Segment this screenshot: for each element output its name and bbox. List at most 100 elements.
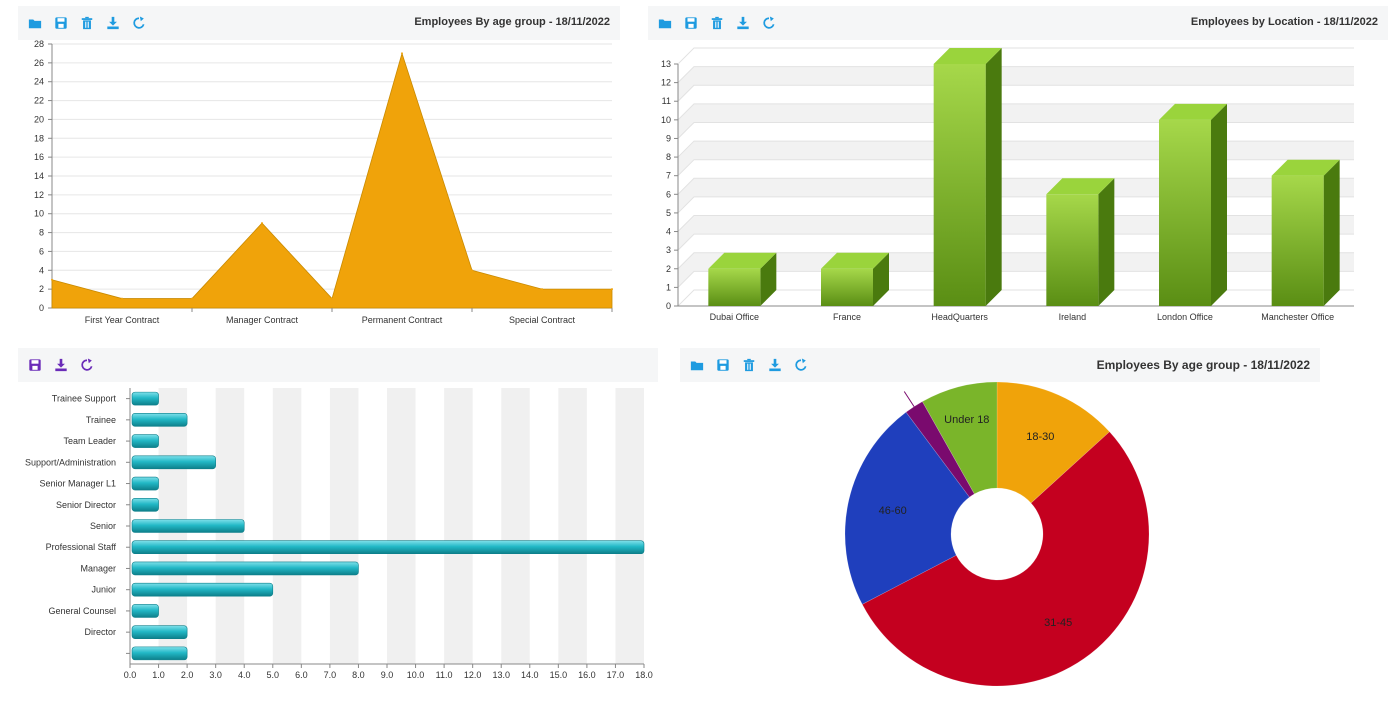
refresh-button[interactable] [130,14,148,32]
location-gridline [677,233,1354,251]
folder-button[interactable] [26,14,44,32]
role-bar [131,604,159,618]
age-donut-toolbar: Employees By age group - 18/11/2022 [680,348,1320,382]
location-bar [933,48,1002,306]
location-grid-band [678,141,1354,176]
location-y-tick-label: 5 [666,208,671,218]
location-chart-toolbar: Employees by Location - 18/11/2022 [648,6,1388,40]
save-button[interactable] [52,14,70,32]
location-grid-band [678,66,1354,102]
location-gridline [677,140,1354,158]
area-x-tick-label: First Year Contract [85,315,160,325]
role-x-tick-label: 5.0 [267,670,280,680]
role-bar [131,582,274,597]
role-x-tick-label: 15.0 [550,670,568,680]
role-x-tick-label: 13.0 [492,670,510,680]
role-y-tick-label: Senior Director [56,500,116,510]
area-y-tick-label: 8 [39,228,44,238]
role-x-tick-label: 1.0 [152,670,165,680]
save-button[interactable] [714,356,732,374]
download-button[interactable] [766,356,784,374]
location-gridline [677,66,1354,83]
save-icon [685,17,697,29]
location-y-tick-label: 7 [666,171,671,181]
role-y-tick-label: Senior [90,521,116,531]
location-bar [1046,178,1115,306]
trash-button[interactable] [78,14,96,32]
trash-button[interactable] [708,14,726,32]
refresh-button[interactable] [760,14,778,32]
location-y-tick-label: 4 [666,227,671,237]
role-y-tick-label: Director [84,627,116,637]
location-bar [1159,103,1227,306]
refresh-button[interactable] [78,356,96,374]
download-icon [55,358,67,372]
save-button[interactable] [26,356,44,374]
area-point [261,222,263,225]
trash-button[interactable] [740,356,758,374]
location-x-tick-label: London Office [1157,312,1213,322]
download-button[interactable] [52,356,70,374]
role-y-tick-label: Trainee [86,415,116,425]
area-y-tick-label: 2 [39,284,44,294]
folder-button[interactable] [656,14,674,32]
donut-slice-label: Under 18 [944,414,989,426]
save-button[interactable] [682,14,700,32]
refresh-icon [81,358,93,371]
location-bar [708,252,777,306]
role-grid-band [615,388,644,664]
area-y-tick-label: 6 [39,246,44,256]
donut-slice-label: 46-60 [879,505,907,517]
folder-button[interactable] [688,356,706,374]
area-point [121,297,123,300]
role-grid-band [329,388,359,664]
refresh-icon [763,16,775,29]
role-x-tick-label: 17.0 [607,670,625,680]
location-x-tick-label: HeadQuarters [931,312,988,322]
area-y-tick-label: 18 [34,133,44,143]
donut-slice-label: 31-45 [1044,617,1072,629]
area-point [611,288,613,291]
location-y-tick-label: 1 [666,282,671,292]
role-x-tick-label: 12.0 [464,670,482,680]
area-x-tick-label: Permanent Contract [362,315,443,325]
location-y-tick-label: 9 [666,133,671,143]
role-x-tick-label: 18.0 [635,670,653,680]
location-gridline [677,103,1354,121]
download-icon [737,16,749,30]
role-bar [131,540,645,555]
area-y-tick-label: 22 [34,96,44,106]
download-button[interactable] [104,14,122,32]
role-x-tick-label: 16.0 [578,670,596,680]
donut-leader-line [903,391,915,407]
location-grid-band [678,252,1354,288]
donut-slice [922,382,998,495]
area-point [331,297,333,300]
role-grid-band [501,388,530,664]
role-y-tick-label: Senior Manager L1 [39,479,116,489]
download-button[interactable] [734,14,752,32]
location-bar [1271,159,1340,306]
area-y-tick-label: 10 [34,209,44,219]
area-y-tick-label: 28 [34,40,44,49]
location-gridline [677,47,1354,65]
location-gridline [677,215,1354,232]
age-donut-title: Employees By age group - 18/11/2022 [1096,358,1310,372]
location-gridline [677,196,1354,214]
location-bar [821,252,889,306]
area-y-tick-label: 12 [34,190,44,200]
save-icon [717,359,729,371]
role-bar [131,519,245,533]
role-bar [131,561,359,576]
trash-icon [81,16,93,30]
area-point [471,269,473,272]
save-icon [29,359,41,371]
refresh-button[interactable] [792,356,810,374]
refresh-icon [795,358,807,371]
role-x-tick-label: 10.0 [407,670,425,680]
role-y-tick-label: General Counsel [48,606,116,616]
location-y-tick-label: 12 [661,78,671,88]
